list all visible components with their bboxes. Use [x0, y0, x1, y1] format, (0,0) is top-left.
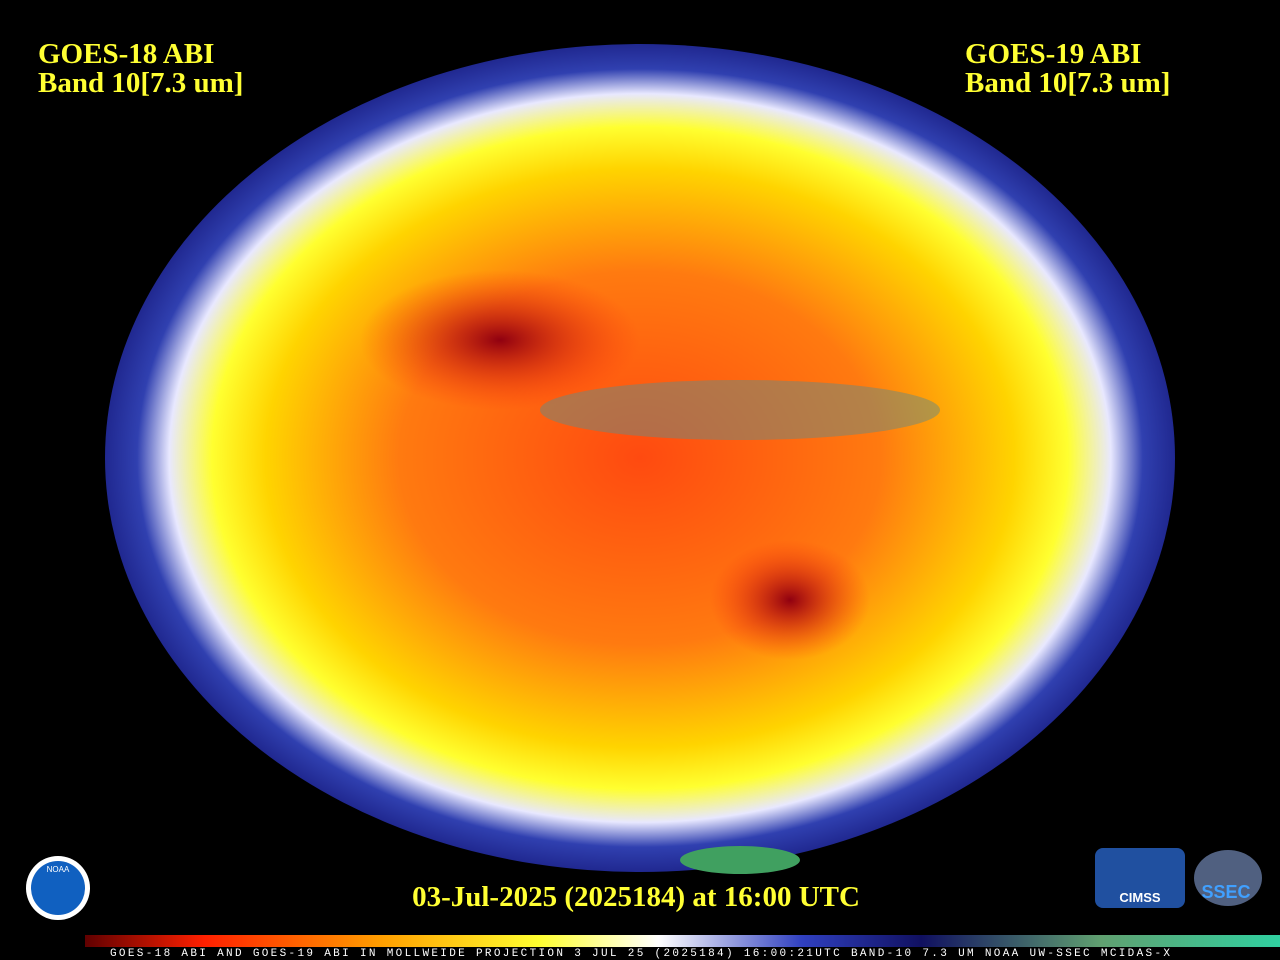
color-bar	[85, 935, 1280, 947]
cimss-label: CIMSS	[1119, 890, 1161, 905]
footer-caption: GOES-18 ABI AND GOES-19 ABI IN MOLLWEIDE…	[110, 948, 1170, 960]
left-title: GOES-18 ABI	[38, 38, 214, 70]
timestamp: 03-Jul-2025 (2025184) at 16:00 UTC	[412, 881, 860, 913]
globe	[105, 44, 1175, 872]
dry-region	[710, 540, 870, 660]
moist-band	[540, 380, 940, 440]
ssec-logo	[1194, 850, 1262, 906]
right-band: Band 10[7.3 um]	[965, 67, 1170, 99]
antarctic	[680, 846, 800, 874]
cimss-logo	[1095, 848, 1185, 908]
noaa-label: NOAA	[47, 865, 70, 874]
noaa-logo-inner	[31, 861, 85, 915]
ssec-label: SSEC	[1201, 882, 1250, 902]
left-band: Band 10[7.3 um]	[38, 67, 243, 99]
dry-region	[360, 270, 640, 410]
right-title: GOES-19 ABI	[965, 38, 1141, 70]
